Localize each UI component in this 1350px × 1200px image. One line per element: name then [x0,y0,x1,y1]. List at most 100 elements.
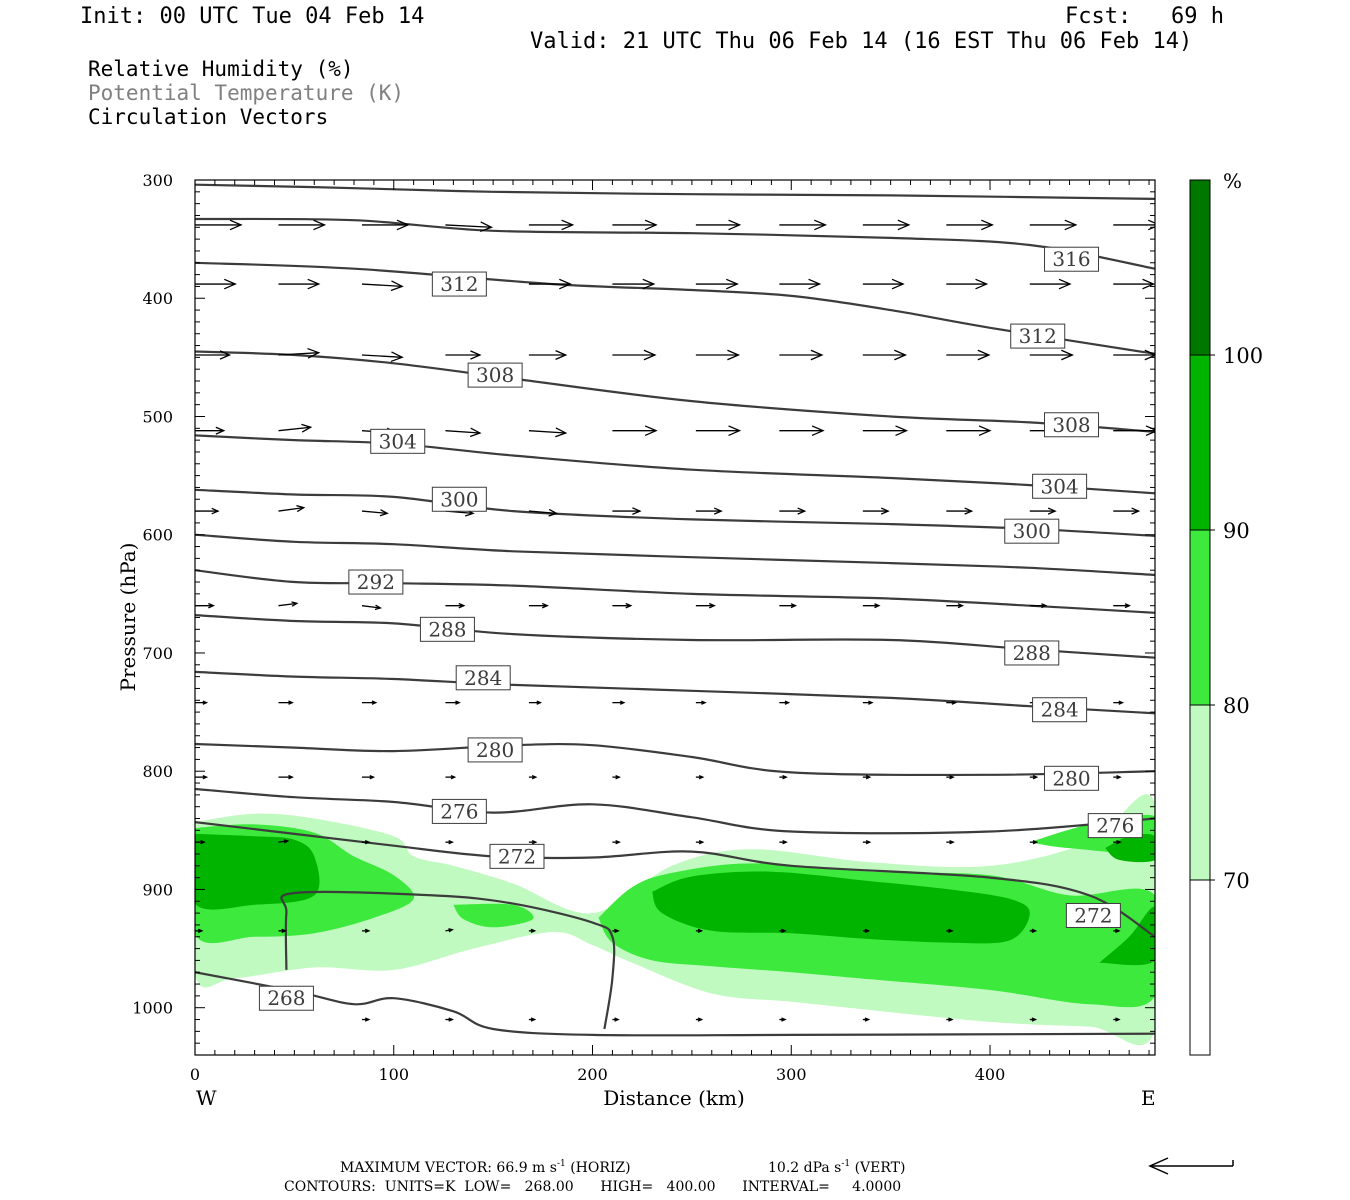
theta-label-text: 272 [1074,903,1112,927]
y-tick-label: 700 [142,644,173,663]
theta-label-text: 268 [267,986,305,1010]
theta-label-text: 300 [440,487,478,511]
vector-head [211,507,220,515]
colorbar-segment [1190,530,1210,705]
vector-head [698,839,705,845]
vector-head [1118,700,1125,705]
vector-head [448,928,454,933]
vector-arrow [1113,219,1155,231]
theta-contour-280 [195,742,1155,777]
vector-head [313,219,327,231]
vector-arrow [779,603,798,609]
vector-arrow [1029,278,1072,290]
y-tick-label: 500 [142,407,173,426]
vector-head [1115,928,1121,934]
vector-arrow [862,774,872,780]
vector-arrow [1113,349,1155,361]
vector-head [797,507,807,515]
theta-label-text: 312 [1019,324,1057,348]
vector-arrow [695,349,741,361]
vector-arrow [695,507,723,515]
theta-label-text: 272 [498,844,536,868]
vector-head [708,602,716,609]
theta-label-box [1032,473,1088,499]
vector-arrow [278,774,294,780]
vector-arrow [862,603,881,609]
vector-head [808,278,822,290]
y-tick-label: 800 [142,762,173,781]
vector-arrow [1029,839,1039,845]
theta-contour-272 [195,821,1155,938]
vector-head [288,700,294,705]
theta-label-box [489,843,545,869]
vector-arrow [1029,349,1074,361]
vector-arrow [862,928,871,934]
theta-label-text: 280 [1052,766,1090,790]
vector-arrow [946,774,955,780]
vector-shaft [278,602,297,607]
vector-arrow [445,427,482,438]
vector-head [1145,425,1155,437]
vector-head [728,219,742,231]
vector-head [1061,349,1074,361]
vector-head [782,774,788,780]
theta-label-box [1065,902,1121,928]
vector-head [874,603,881,609]
theta-label-text: 304 [379,429,417,453]
vector-arrow [946,349,991,361]
vector-head [895,425,909,437]
vector-head [364,839,371,845]
vector-head [530,1017,537,1022]
vector-head [615,839,621,845]
y-tick-label: 400 [142,289,173,308]
theta-contour-268 [195,971,1155,1037]
vector-head [781,1017,787,1022]
vector-arrow [195,774,209,780]
vector-shaft [361,510,388,515]
theta-label: 272 [1065,902,1121,928]
vector-head [288,774,294,780]
theta-contour-284 [195,670,1155,715]
vector-head [894,349,908,361]
vector-shaft [278,426,311,432]
vector-arrow [612,774,621,780]
vector-arrow [612,219,658,231]
vector-head [977,349,991,361]
y-tick-label: 600 [142,526,173,545]
theta-contour-320 [195,183,1155,200]
vector-arrow [278,278,321,290]
rh-region-90 [1099,906,1155,966]
theta-label: 304 [1032,473,1088,499]
vector-arrow [862,349,908,361]
vector-arrow [612,700,626,705]
colorbar-label: 100 [1223,344,1263,368]
theta-label: 300 [431,486,487,512]
vector-arrow [195,426,226,435]
vector-arrow [195,278,237,290]
vector-head [202,774,209,780]
vector-arrow [946,603,965,609]
vector-arrow [946,1017,954,1022]
vector-arrow [361,280,404,292]
vector-arrow [612,425,658,437]
vector-arrow [445,928,454,933]
vector-arrow [528,219,575,231]
theta-label: 284 [455,665,511,691]
vector-head [868,700,874,705]
vector-arrow [1113,603,1131,609]
vector-head [291,601,299,607]
vector-arrow [361,700,378,705]
vector-arrow [612,349,657,361]
vector-arrow [361,928,371,934]
vector-head [1144,349,1155,361]
colorbar-segment [1190,880,1210,1055]
vector-head [949,774,955,780]
y-tick-labels: 300 400 500 600 700 800 900 1000 [132,171,173,1018]
vector-arrow [1029,219,1078,231]
vector-head [625,602,633,609]
vector-arrow [946,507,974,515]
vector-head [450,774,457,780]
vector-head [698,774,705,780]
theta-label-box [348,569,404,595]
vector-arrow [528,427,568,438]
